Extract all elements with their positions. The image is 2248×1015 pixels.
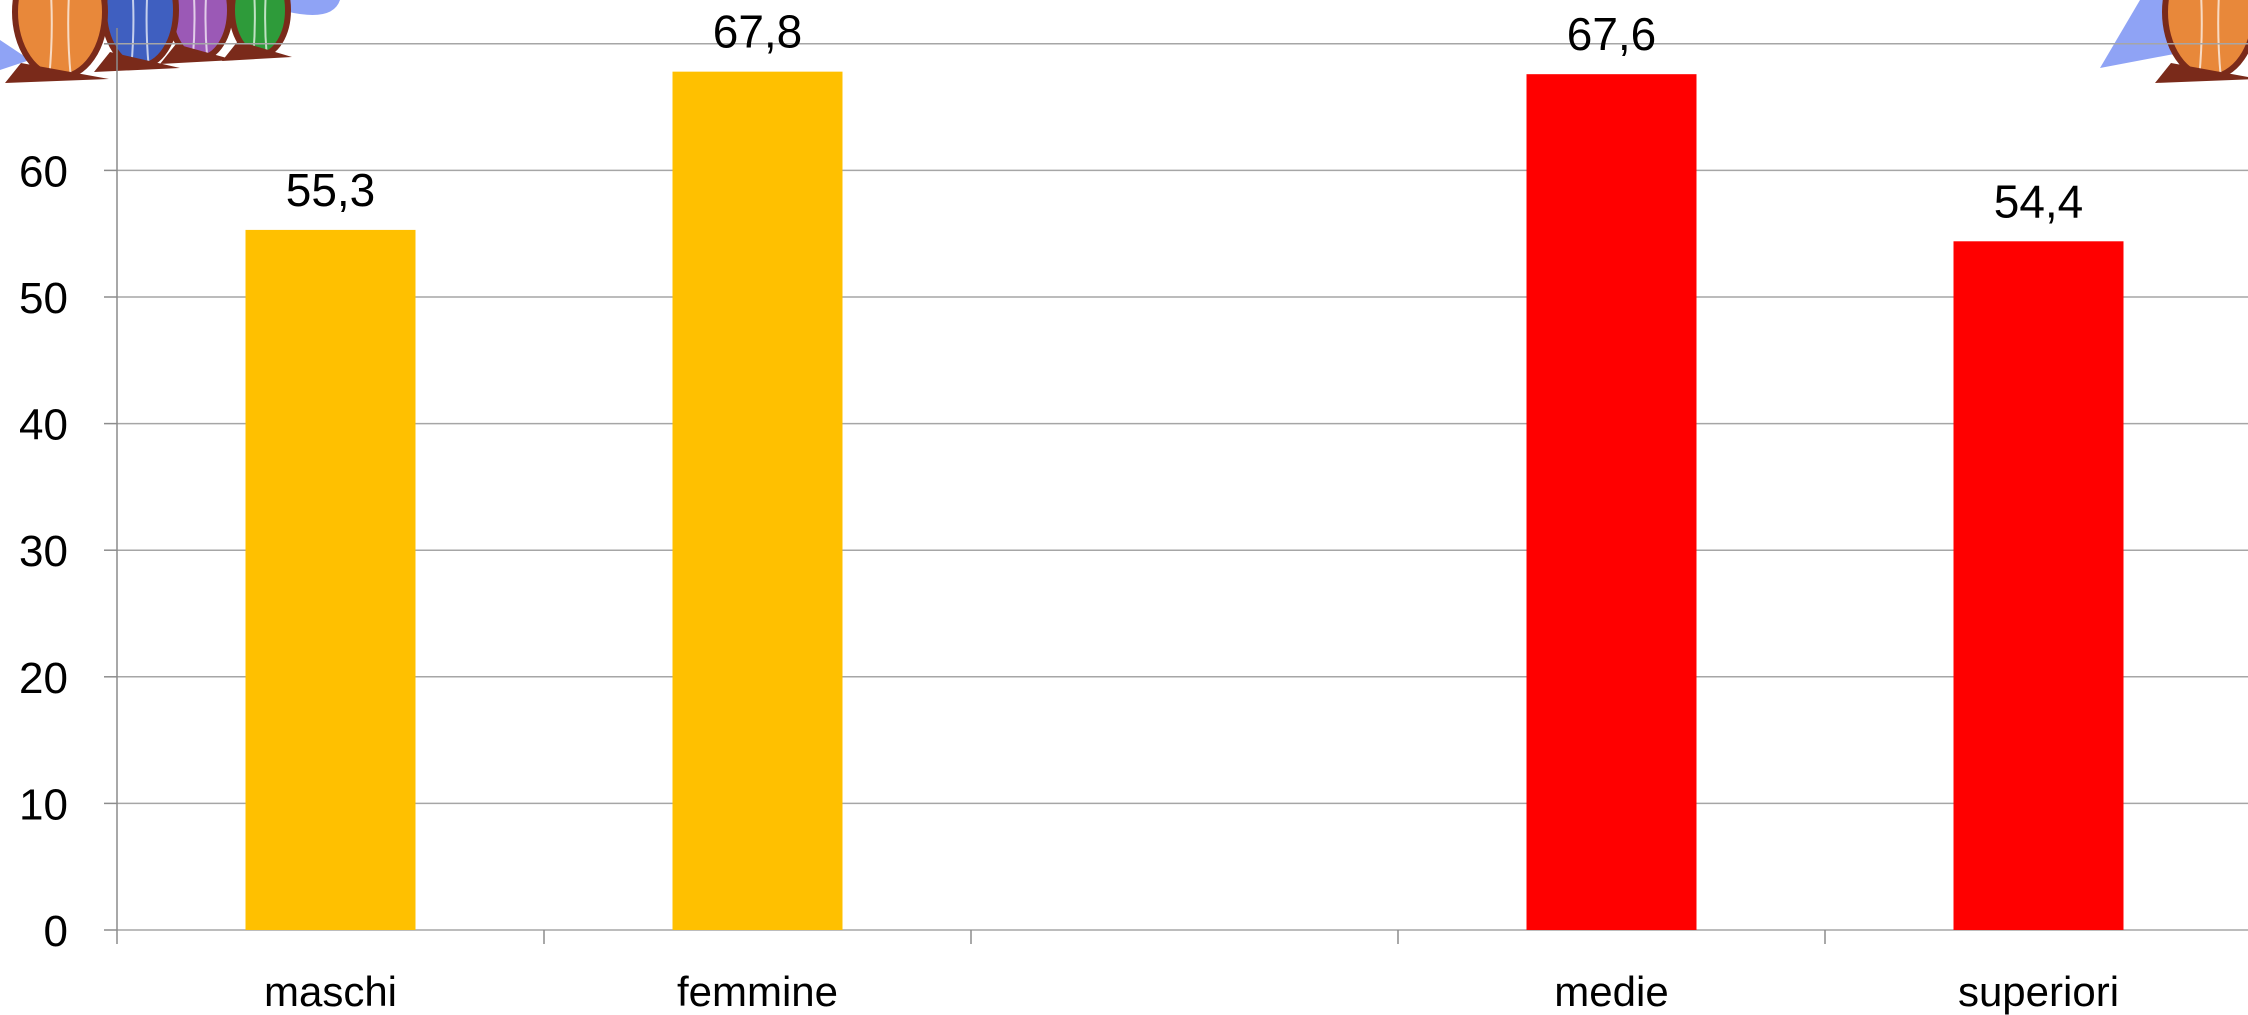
category-label-maschi: maschi bbox=[264, 968, 397, 1015]
balloons-decoration-left bbox=[0, 0, 340, 83]
cloud-shape bbox=[0, 40, 30, 70]
balloons-decoration-right bbox=[2100, 0, 2248, 83]
y-tick-label: 10 bbox=[19, 780, 68, 829]
bar-femmine bbox=[672, 71, 843, 931]
y-tick-label: 50 bbox=[19, 274, 68, 323]
y-tick-label: 60 bbox=[19, 147, 68, 196]
axes bbox=[104, 28, 1826, 944]
category-label-medie: medie bbox=[1554, 968, 1668, 1015]
y-tick-label: 40 bbox=[19, 401, 68, 450]
bar-superiori bbox=[1953, 241, 2124, 930]
bars bbox=[245, 71, 2124, 931]
data-label-femmine: 67,8 bbox=[713, 6, 803, 58]
y-tick-label: 0 bbox=[44, 907, 68, 956]
hot-air-balloon-icon bbox=[94, 0, 180, 72]
bar-medie bbox=[1526, 74, 1697, 930]
hot-air-balloon-icon bbox=[2155, 0, 2248, 83]
y-tick-label: 30 bbox=[19, 527, 68, 576]
hot-air-balloon-icon bbox=[5, 0, 109, 83]
labels: 0 10 20 30 40 50 60 55,3 maschi 67,8 femmine 67,6 me… bbox=[19, 6, 2119, 1015]
gridlines bbox=[117, 43, 2248, 931]
category-label-femmine: femmine bbox=[677, 968, 838, 1015]
data-label-medie: 67,6 bbox=[1567, 8, 1657, 60]
data-label-superiori: 54,4 bbox=[1994, 175, 2084, 227]
bar-maschi bbox=[245, 229, 416, 931]
data-label-maschi: 55,3 bbox=[286, 164, 376, 216]
category-label-superiori: superiori bbox=[1958, 968, 2119, 1015]
y-tick-label: 20 bbox=[19, 654, 68, 703]
